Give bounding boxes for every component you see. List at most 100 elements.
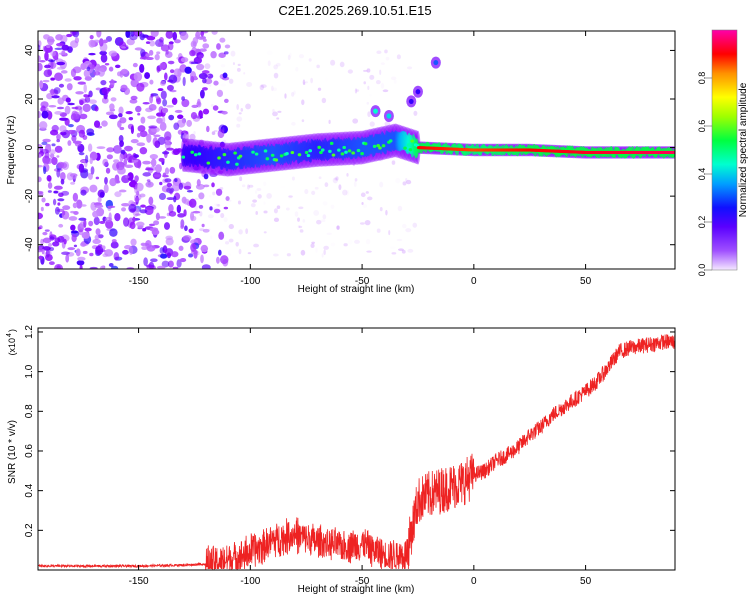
noise-blob	[65, 97, 71, 103]
noise-blob	[46, 44, 51, 49]
haze-blob	[239, 176, 243, 182]
noise-blob	[54, 145, 63, 153]
haze-blob	[250, 203, 256, 208]
noise-blob	[161, 116, 166, 124]
signal-core-blob	[337, 148, 341, 152]
haze-blob	[321, 97, 327, 104]
noise-blob	[38, 121, 48, 130]
signal-core-blob	[344, 150, 348, 154]
noise-blob	[71, 234, 77, 243]
noise-blob	[155, 95, 160, 99]
noise-blob	[56, 161, 65, 169]
noise-blob	[182, 235, 192, 241]
noise-blob	[139, 130, 148, 138]
haze-blob	[326, 232, 332, 236]
haze-blob	[205, 129, 210, 132]
noise-blob	[224, 44, 231, 49]
noise-blob	[137, 112, 141, 116]
noise-blob	[85, 154, 89, 164]
colorbar-tick-label: 0.4	[697, 168, 707, 181]
haze-blob	[267, 50, 273, 55]
haze-blob	[236, 67, 241, 72]
noise-blob	[165, 235, 173, 241]
noise-blob	[220, 255, 229, 265]
noise-blob	[165, 31, 174, 39]
noise-blob	[166, 187, 175, 194]
noise-blob	[76, 260, 85, 266]
snr-y-label: SNR (10 * v/v)	[7, 420, 18, 484]
noise-blob	[81, 231, 90, 239]
haze-blob	[284, 93, 287, 99]
haze-blob	[272, 111, 278, 117]
noise-blob	[100, 265, 105, 269]
noise-blob	[221, 110, 228, 115]
haze-blob	[260, 84, 267, 88]
noise-blob	[113, 144, 122, 154]
haze-blob	[363, 81, 367, 85]
noise-blob	[39, 59, 46, 63]
noise-blob	[57, 97, 65, 105]
colorbar-tick-label: 0.0	[697, 264, 707, 277]
spectrogram-y-tick-label: 40	[24, 44, 35, 56]
noise-blob	[80, 204, 87, 207]
haze-blob	[321, 253, 324, 258]
noise-blob	[201, 223, 205, 228]
noise-blob	[118, 189, 127, 193]
noise-blob	[38, 176, 42, 183]
noise-blob	[44, 64, 51, 69]
noise-blob	[49, 149, 56, 155]
haze-blob	[273, 253, 279, 257]
noise-blob	[169, 166, 176, 174]
noise-blob	[142, 227, 147, 232]
noise-blob	[128, 116, 134, 121]
noise-blob	[190, 61, 199, 65]
noise-blob	[193, 75, 198, 81]
haze-blob	[267, 60, 271, 67]
noise-blob	[86, 66, 91, 72]
haze-blob	[210, 103, 215, 107]
haze-blob	[294, 211, 299, 217]
haze-blob	[223, 217, 228, 223]
noise-blob	[180, 32, 189, 41]
noise-blob	[39, 80, 44, 89]
noise-blob	[62, 210, 66, 216]
haze-blob	[407, 248, 414, 253]
noise-blob	[48, 59, 56, 63]
noise-blob	[57, 202, 61, 206]
noise-blob	[67, 123, 74, 128]
noise-blob	[186, 190, 194, 193]
noise-blob	[149, 79, 154, 85]
noise-blob	[154, 164, 162, 173]
noise-blob	[48, 246, 55, 252]
noise-blob	[172, 266, 179, 269]
haze-blob	[289, 52, 292, 58]
noise-blob	[70, 210, 75, 214]
noise-blob	[104, 63, 110, 66]
noise-blob	[180, 224, 184, 230]
noise-blob	[78, 163, 85, 173]
haze-blob	[198, 228, 205, 232]
noise-blob	[192, 210, 201, 214]
haze-blob	[303, 81, 306, 86]
colorbar-tick-label: 0.8	[697, 72, 707, 85]
noise-blob	[89, 266, 98, 269]
haze-blob	[397, 205, 403, 212]
noise-blob	[173, 122, 180, 130]
haze-blob	[197, 251, 200, 256]
noise-blob	[223, 206, 229, 210]
noise-blob	[152, 265, 156, 269]
noise-blob	[210, 51, 217, 59]
noise-blob	[46, 174, 52, 182]
noise-blob	[110, 79, 115, 88]
noise-blob	[83, 69, 91, 78]
haze-blob	[209, 195, 212, 198]
haze-blob	[204, 63, 211, 70]
noise-blob	[111, 239, 117, 243]
noise-blob	[147, 115, 157, 120]
noise-blob	[200, 31, 205, 37]
spectrogram-x-tick-label: -150	[129, 276, 149, 287]
haze-blob	[376, 50, 382, 55]
noise-blob	[110, 97, 117, 102]
haze-blob	[207, 214, 214, 219]
noise-blob	[134, 159, 139, 163]
